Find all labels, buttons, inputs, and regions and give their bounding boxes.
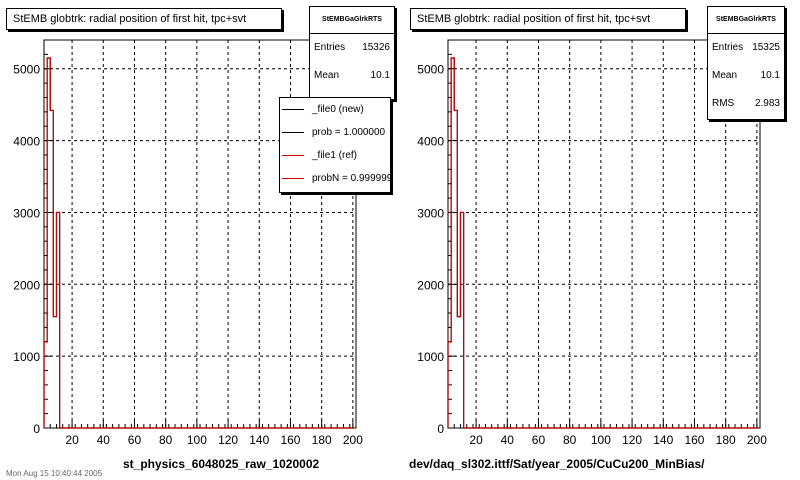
legend-entry-new: _file0 (new)	[280, 98, 390, 121]
right-mean-label: Mean	[712, 70, 738, 81]
left-x-tick-label: 80	[159, 433, 173, 447]
left-x-tick-label: 60	[128, 433, 142, 447]
right-y-tick-label: 4000	[417, 135, 444, 149]
left-stats-entries: Entries 15326	[310, 34, 394, 62]
right-x-tick-label: 60	[532, 433, 546, 447]
legend-label-new: _file0 (new)	[312, 104, 364, 115]
right-x-tick-label: 40	[501, 433, 515, 447]
right-x-tick-label: 180	[716, 433, 736, 447]
left-series-ref	[43, 57, 353, 429]
left-x-tick-label: 180	[312, 433, 332, 447]
left-footer-filename: st_physics_6048025_raw_1020002	[123, 457, 320, 471]
right-stats-rms: RMS 2.983	[708, 90, 784, 118]
right-mean-value: 10.1	[760, 70, 780, 81]
left-y-tick-label: 3000	[13, 206, 40, 220]
left-y-tick-label: 0	[33, 422, 40, 436]
left-title-box: StEMB globtrk: radial position of first …	[6, 8, 282, 30]
right-x-tick-label: 160	[684, 433, 704, 447]
legend-label-ref: _file1 (ref)	[312, 150, 358, 161]
right-stats-mean: Mean 10.1	[708, 62, 784, 90]
left-entries-label: Entries	[314, 42, 346, 53]
bottom-timestamp: Mon Aug 15 10:40:44 2005	[6, 469, 103, 478]
legend-label-prob: prob = 1.000000	[312, 127, 386, 138]
right-y-tick-label: 5000	[417, 63, 444, 77]
right-rms-label: RMS	[712, 98, 735, 109]
right-entries-label: Entries	[712, 42, 744, 53]
left-mean-label: Mean	[314, 70, 340, 81]
left-x-tick-label: 20	[65, 433, 79, 447]
legend-entry-prob: prob = 1.000000	[280, 121, 390, 144]
left-x-tick-label: 40	[97, 433, 111, 447]
right-histogram-title: StEMB globtrk: radial position of first …	[417, 13, 651, 25]
right-x-tick-label: 120	[622, 433, 642, 447]
legend-line-new	[282, 109, 304, 110]
right-title-box: StEMB globtrk: radial position of first …	[410, 8, 686, 30]
right-stats-name: StEMBGaGlrkRTS	[708, 7, 784, 34]
left-x-tick-label: 160	[280, 433, 300, 447]
legend-entry-probn: probN = 0.999999	[280, 167, 390, 190]
left-mean-value: 10.1	[370, 70, 390, 81]
right-y-tick-label: 1000	[417, 350, 444, 364]
right-stats-box: StEMBGaGlrkRTS Entries 15325 Mean 10.1 R…	[707, 6, 785, 120]
left-stats-box: StEMBGaGlrkRTS Entries 15326 Mean 10.1	[309, 6, 395, 100]
legend-label-probn: probN = 0.999999	[312, 173, 391, 184]
right-stats-entries: Entries 15325	[708, 34, 784, 62]
right-x-tick-label: 20	[469, 433, 483, 447]
right-x-tick-label: 100	[591, 433, 611, 447]
left-y-tick-label: 5000	[13, 63, 40, 77]
right-x-tick-label: 140	[653, 433, 673, 447]
legend-line-ref	[282, 155, 304, 156]
left-y-tick-label: 4000	[13, 135, 40, 149]
right-y-tick-label: 2000	[417, 278, 444, 292]
right-footer-path: dev/daq_sl302.ittf/Sat/year_2005/CuCu200…	[409, 457, 705, 471]
right-entries-value: 15325	[752, 42, 780, 53]
right-x-tick-label: 200	[747, 433, 767, 447]
right-rms-value: 2.983	[754, 98, 780, 109]
left-x-tick-label: 200	[343, 433, 363, 447]
left-y-tick-label: 1000	[13, 350, 40, 364]
legend-entry-ref: _file1 (ref)	[280, 144, 390, 167]
left-stats-name: StEMBGaGlrkRTS	[310, 7, 394, 34]
legend-line-prob	[282, 132, 304, 133]
left-x-tick-label: 120	[218, 433, 238, 447]
right-series-ref	[447, 57, 757, 429]
left-legend-box: _file0 (new) prob = 1.000000 _file1 (ref…	[279, 97, 391, 193]
left-y-tick-label: 2000	[13, 278, 40, 292]
left-stats-mean: Mean 10.1	[310, 62, 394, 90]
legend-line-probn	[282, 178, 304, 179]
right-y-tick-label: 3000	[417, 206, 444, 220]
left-x-tick-label: 100	[187, 433, 207, 447]
right-y-tick-label: 0	[437, 422, 444, 436]
left-x-tick-label: 140	[249, 433, 269, 447]
right-x-tick-label: 80	[563, 433, 577, 447]
left-entries-value: 15326	[362, 42, 390, 53]
left-histogram-title: StEMB globtrk: radial position of first …	[13, 13, 247, 25]
